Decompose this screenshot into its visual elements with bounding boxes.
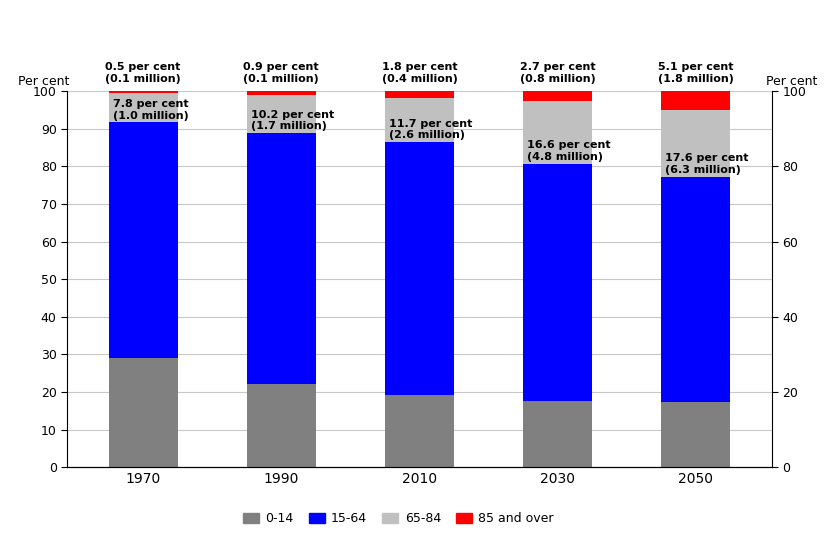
Bar: [247, 91, 315, 95]
Text: 10.2 per cent
(1.7 million): 10.2 per cent (1.7 million): [251, 110, 334, 131]
Bar: [247, 133, 315, 384]
Text: 17.6 per cent
(6.3 million): 17.6 per cent (6.3 million): [665, 153, 749, 175]
Text: Per cent: Per cent: [766, 75, 818, 88]
Bar: [108, 358, 178, 467]
Text: 16.6 per cent
(4.8 million): 16.6 per cent (4.8 million): [527, 140, 611, 162]
Legend: 0-14, 15-64, 65-84, 85 and over: 0-14, 15-64, 65-84, 85 and over: [237, 507, 559, 530]
Text: 0.9 per cent
(0.1 million): 0.9 per cent (0.1 million): [243, 62, 319, 84]
Bar: [661, 177, 731, 402]
Bar: [108, 122, 178, 358]
Bar: [385, 98, 454, 142]
Bar: [247, 384, 315, 467]
Bar: [108, 91, 178, 93]
Bar: [661, 91, 731, 111]
Text: Per cent: Per cent: [18, 75, 69, 88]
Bar: [385, 142, 454, 395]
Text: 1.8 per cent
(0.4 million): 1.8 per cent (0.4 million): [382, 62, 457, 84]
Bar: [385, 395, 454, 467]
Text: 7.8 per cent
(1.0 million): 7.8 per cent (1.0 million): [112, 99, 189, 121]
Text: 5.1 per cent
(1.8 million): 5.1 per cent (1.8 million): [658, 62, 734, 84]
Bar: [661, 111, 731, 177]
Bar: [524, 401, 592, 467]
Bar: [108, 93, 178, 122]
Bar: [385, 91, 454, 98]
Text: 0.5 per cent
(0.1 million): 0.5 per cent (0.1 million): [105, 62, 181, 84]
Text: 2.7 per cent
(0.8 million): 2.7 per cent (0.8 million): [520, 62, 596, 84]
Bar: [524, 164, 592, 401]
Bar: [247, 95, 315, 133]
Bar: [661, 402, 731, 467]
Bar: [524, 101, 592, 164]
Bar: [524, 91, 592, 101]
Text: 11.7 per cent
(2.6 million): 11.7 per cent (2.6 million): [389, 119, 472, 140]
